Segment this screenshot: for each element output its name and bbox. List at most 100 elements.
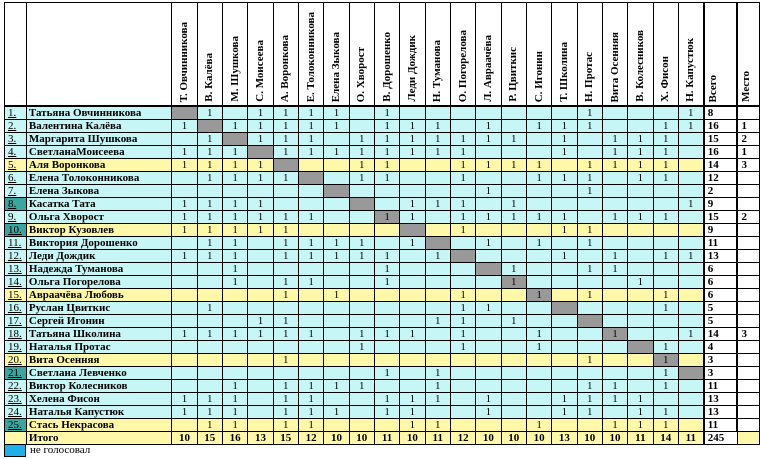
vote-cell: 1 <box>576 184 603 198</box>
vote-cell <box>297 184 325 198</box>
vote-cell <box>323 275 350 289</box>
vote-cell <box>196 340 223 354</box>
row-total: 11 <box>702 418 738 432</box>
vote-cell: 1 <box>196 145 223 159</box>
vote-cell <box>196 366 223 380</box>
row-number: 21. <box>4 366 27 380</box>
vote-cell: 1 <box>196 132 223 146</box>
vote-cell <box>348 301 375 315</box>
vote-cell: 1 <box>399 405 426 419</box>
vote-cell <box>627 301 654 315</box>
vote-cell: 1 <box>373 262 401 276</box>
vote-cell: 1 <box>221 197 249 211</box>
self-cell <box>449 249 477 263</box>
row-total: 14 <box>702 158 738 172</box>
vote-cell <box>171 353 198 367</box>
vote-cell <box>449 262 477 276</box>
table-row: 13. Надежда Туманова 1 1 1 1 1 6 <box>4 262 760 276</box>
column-sum: 14 <box>652 431 679 445</box>
column-header-label: Т. Овчинникова <box>177 21 190 102</box>
vote-cell <box>373 418 401 432</box>
vote-cell: 1 <box>171 197 198 211</box>
vote-cell <box>373 379 401 393</box>
vote-cell: 1 <box>373 158 401 172</box>
vote-cell: 1 <box>221 223 249 237</box>
vote-cell <box>348 314 375 328</box>
table-row: 8. Касатка Тата 1 1 1 1 1 1 1 1 1 9 <box>4 197 760 211</box>
self-cell <box>551 301 578 315</box>
vote-cell: 1 <box>221 119 249 133</box>
vote-cell <box>551 275 578 289</box>
vote-cell <box>601 301 629 315</box>
vote-cell: 1 <box>247 327 274 341</box>
vote-cell <box>627 327 654 341</box>
vote-cell <box>323 353 350 367</box>
vote-cell: 1 <box>627 132 654 146</box>
row-number: 25. <box>4 418 27 432</box>
self-cell <box>424 236 451 250</box>
vote-cell <box>297 353 325 367</box>
vote-cell: 1 <box>348 379 375 393</box>
row-total: 6 <box>702 262 738 276</box>
vote-cell: 1 <box>500 158 527 172</box>
row-total: 2 <box>702 184 738 198</box>
vote-cell: 1 <box>272 405 299 419</box>
column-header: В. Дорошенко <box>373 2 401 107</box>
vote-cell <box>272 184 299 198</box>
vote-cell <box>500 405 527 419</box>
vote-cell: 1 <box>373 145 401 159</box>
vote-cell <box>449 353 477 367</box>
vote-cell <box>677 418 705 432</box>
table-row: 24. Наталья Капустюк 1 1 1 1 1 1 1 1 1 1 1 1 1 13 <box>4 405 760 419</box>
vote-cell: 1 <box>297 132 325 146</box>
vote-cell <box>399 262 426 276</box>
row-place <box>736 249 760 263</box>
vote-cell <box>475 171 502 185</box>
vote-cell: 1 <box>272 275 299 289</box>
column-sum: 10 <box>171 431 198 445</box>
vote-cell <box>399 158 426 172</box>
vote-cell: 1 <box>652 132 679 146</box>
vote-cell <box>323 171 350 185</box>
vote-cell <box>196 288 223 302</box>
table-row: 21. Светлана Левченко 1 1 1 3 <box>4 366 760 380</box>
vote-cell: 1 <box>551 145 578 159</box>
table-row: 18. Татьяна Школина 1 1 1 1 1 1 1 1 1 1 1 1 1 14 3 <box>4 327 760 341</box>
vote-cell: 1 <box>601 145 629 159</box>
vote-cell: 1 <box>297 145 325 159</box>
row-place: 3 <box>736 327 760 341</box>
vote-cell <box>171 366 198 380</box>
column-header: С. Игонин <box>525 2 553 107</box>
participant-name: Виктор Кузовлев <box>25 223 173 237</box>
vote-cell: 1 <box>551 171 578 185</box>
vote-cell: 1 <box>525 171 553 185</box>
column-sum: 13 <box>247 431 274 445</box>
vote-cell <box>373 184 401 198</box>
vote-cell: 1 <box>449 197 477 211</box>
vote-cell: 1 <box>677 119 705 133</box>
column-header-label: Р. Цвиткис <box>507 47 520 102</box>
vote-cell <box>525 197 553 211</box>
vote-cell <box>399 353 426 367</box>
vote-cell: 1 <box>551 119 578 133</box>
vote-cell <box>399 340 426 354</box>
table-row: 16. Руслан Цвиткис 1 1 1 1 5 <box>4 301 760 315</box>
vote-cell <box>525 405 553 419</box>
vote-cell <box>576 327 603 341</box>
vote-cell: 1 <box>525 327 553 341</box>
column-header-label: Н. Протас <box>583 51 596 102</box>
vote-cell <box>373 236 401 250</box>
vote-cell: 1 <box>652 171 679 185</box>
participant-name: Ольга Погорелова <box>25 275 173 289</box>
vote-cell: 1 <box>297 379 325 393</box>
vote-cell: 1 <box>348 340 375 354</box>
table-row: 19. Наталья Протас 1 1 1 1 4 <box>4 340 760 354</box>
row-total: 6 <box>702 275 738 289</box>
vote-cell <box>348 184 375 198</box>
vote-cell: 1 <box>348 158 375 172</box>
vote-cell <box>348 405 375 419</box>
legend: не голосовал <box>4 443 90 457</box>
vote-cell: 1 <box>449 145 477 159</box>
vote-cell <box>677 223 705 237</box>
vote-cell <box>627 262 654 276</box>
